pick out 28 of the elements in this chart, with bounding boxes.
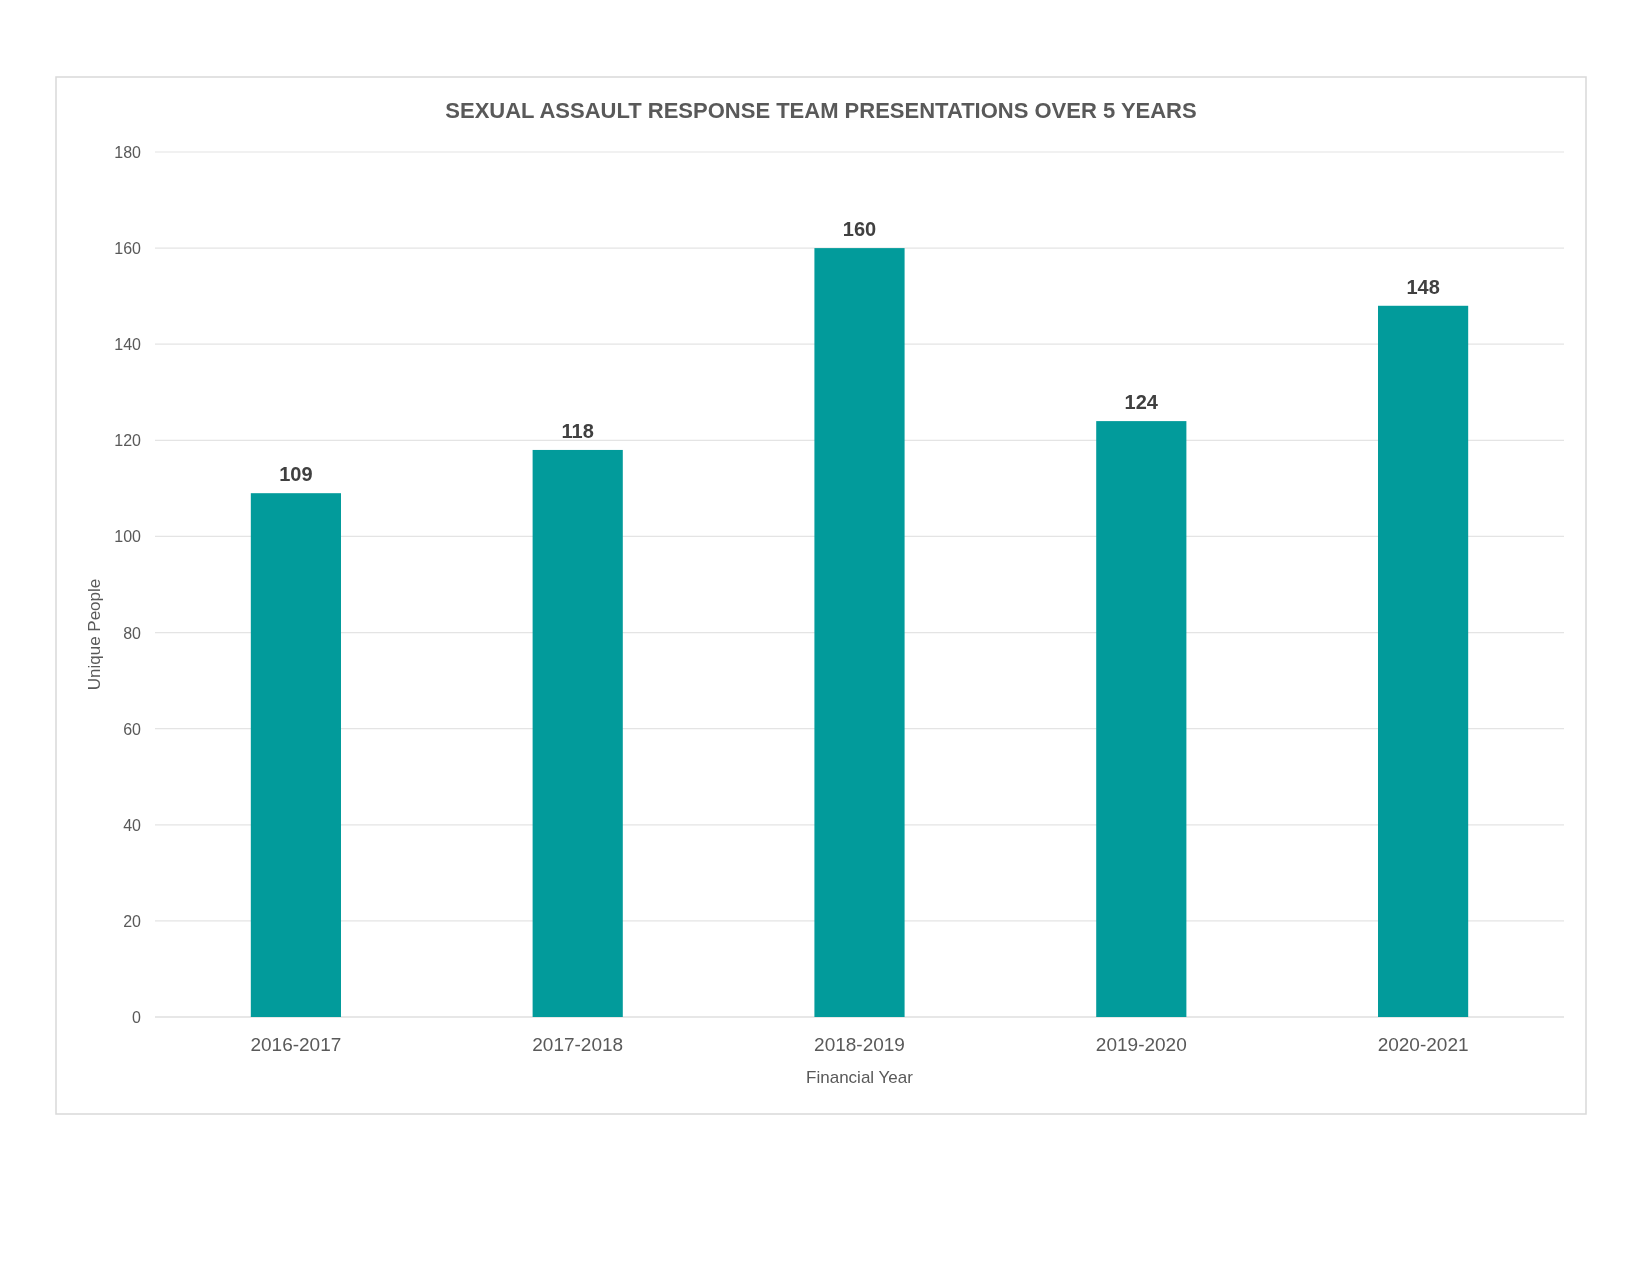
y-tick-label: 80 xyxy=(123,624,142,642)
x-tick-label: 2020-2021 xyxy=(1377,1034,1469,1055)
y-axis-title: Unique People xyxy=(85,578,104,691)
y-tick-label: 60 xyxy=(123,720,142,738)
bar xyxy=(250,493,341,1017)
x-tick-label: 2016-2017 xyxy=(250,1034,342,1055)
bar xyxy=(1378,305,1469,1017)
y-tick-label: 140 xyxy=(114,336,142,354)
data-label: 118 xyxy=(561,419,594,442)
data-label: 124 xyxy=(1124,391,1159,414)
y-tick-label: 100 xyxy=(114,528,142,546)
y-tick-label: 180 xyxy=(114,144,142,161)
data-label: 148 xyxy=(1406,275,1440,298)
y-tick-label: 40 xyxy=(123,816,142,834)
x-tick-label: 2018-2019 xyxy=(814,1034,905,1055)
y-tick-label: 20 xyxy=(123,912,142,930)
data-label: 160 xyxy=(842,218,877,241)
data-label: 109 xyxy=(279,463,313,486)
y-tick-label: 0 xyxy=(132,1009,142,1026)
x-tick-label: 2017-2018 xyxy=(532,1034,624,1055)
x-axis-title: Financial Year xyxy=(806,1068,914,1087)
bar xyxy=(814,248,905,1017)
y-tick-label: 120 xyxy=(114,432,142,450)
y-tick-label: 160 xyxy=(114,240,142,258)
x-tick-label: 2019-2020 xyxy=(1095,1034,1187,1055)
bar xyxy=(532,449,623,1017)
chart-title: SEXUAL ASSAULT RESPONSE TEAM PRESENTATIONS OVER 5 YEARS xyxy=(445,98,1197,123)
bar xyxy=(1096,421,1187,1017)
